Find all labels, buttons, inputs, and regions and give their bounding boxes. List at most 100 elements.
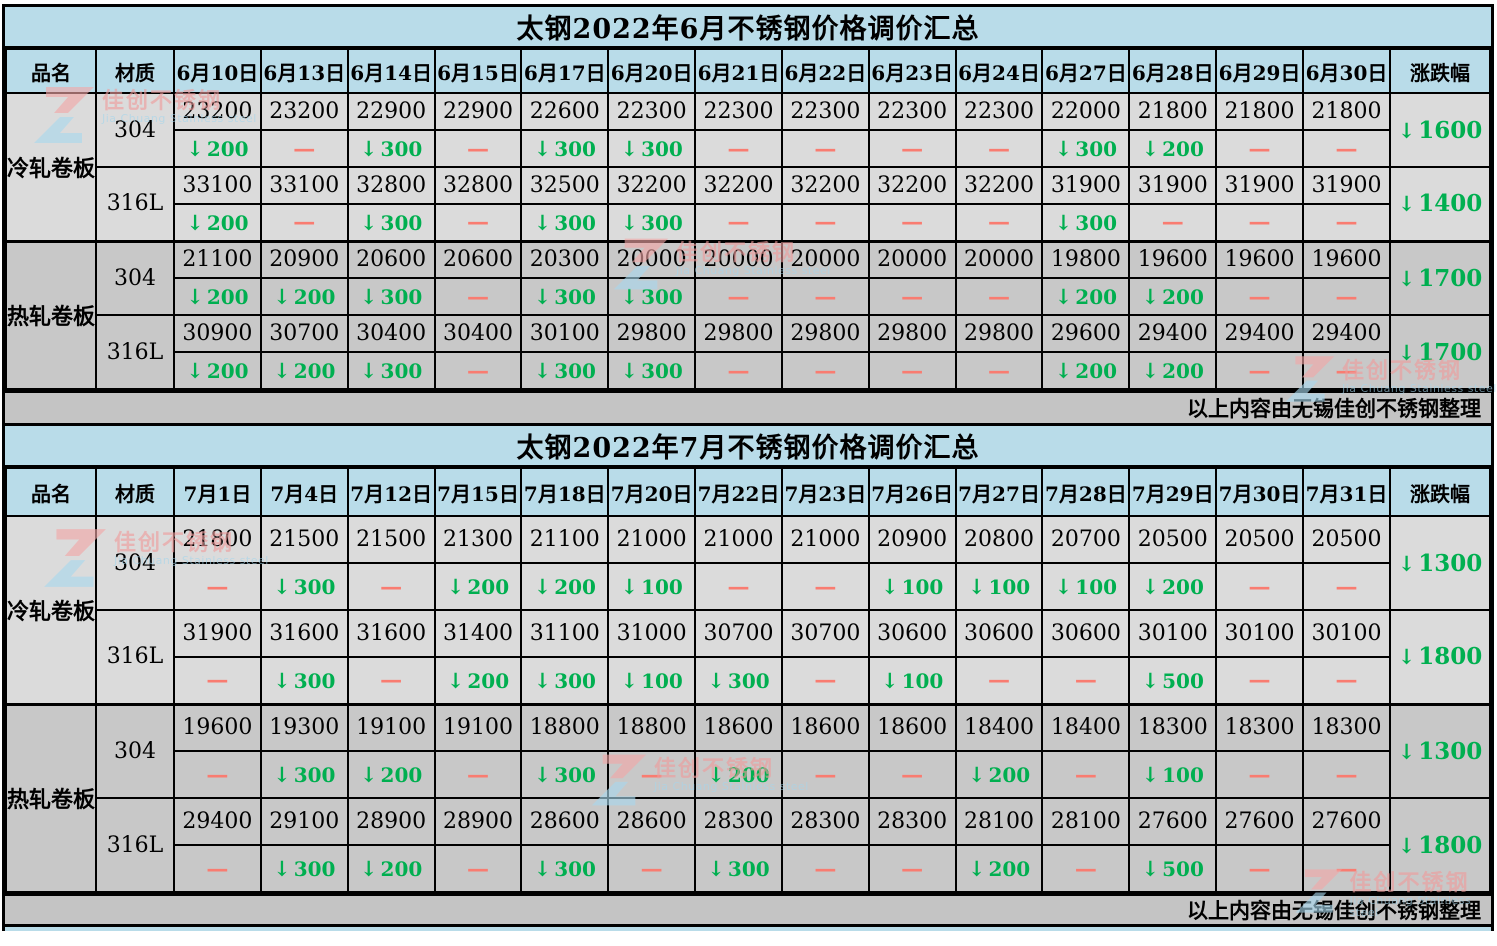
change-cell: ↓ 100	[607, 562, 697, 611]
change-cell: —	[259, 203, 349, 242]
change-cell: ↓ 300	[520, 129, 610, 168]
change-cell: —	[1301, 750, 1392, 799]
decrease-value: ↓ 300	[533, 209, 596, 235]
decrease-value: ↓ 100	[1141, 762, 1204, 787]
no-change-dash-icon: —	[901, 357, 924, 384]
product-name-cell: 热轧卷板	[5, 702, 97, 893]
change-cell: ↓ 500	[1128, 844, 1218, 893]
down-arrow-icon: ↓	[1054, 209, 1073, 235]
column-header: 7月18日	[520, 467, 610, 517]
decrease-value: ↓ 100	[1054, 574, 1118, 599]
price-cell: 29400	[1128, 314, 1218, 353]
change-cell: —	[1215, 129, 1304, 168]
down-arrow-icon: ↓	[359, 209, 378, 235]
down-arrow-icon: ↓	[1054, 284, 1073, 309]
change-cell: ↓ 200	[1128, 129, 1218, 168]
down-arrow-icon: ↓	[273, 358, 291, 383]
total-decrease-value: ↓ 1400	[1397, 190, 1483, 218]
column-header: 6月21日	[694, 48, 783, 94]
price-grid-table: 品名 材质 7月1日 7月4日 7月12日 7月15日 7月18日 7月20日 7月22日 7月2…	[5, 467, 1491, 893]
price-cell: 32200	[607, 166, 697, 205]
column-header: 7月27日	[954, 467, 1044, 517]
price-cell: 18800	[520, 702, 610, 752]
column-header: 品名	[5, 48, 97, 94]
down-arrow-icon: ↓	[620, 574, 639, 599]
down-arrow-icon: ↓	[273, 762, 291, 787]
price-cell: 31900	[1041, 166, 1131, 205]
down-arrow-icon: ↓	[533, 284, 552, 309]
change-cell: ↓ 300	[607, 351, 697, 390]
down-arrow-icon: ↓	[967, 762, 986, 787]
down-arrow-icon: ↓	[273, 667, 291, 693]
price-cell: 18300	[1301, 702, 1392, 752]
decrease-value: ↓ 100	[620, 574, 683, 599]
material-grade-cell: 316L	[95, 166, 175, 242]
down-arrow-icon: ↓	[273, 856, 291, 881]
down-arrow-icon: ↓	[1141, 574, 1160, 599]
change-cell: —	[1301, 203, 1392, 242]
change-cell: ↓ 200	[1128, 351, 1218, 390]
change-cell: ↓ 100	[607, 656, 697, 705]
material-grade-cell: 316L	[95, 609, 175, 705]
down-arrow-icon: ↓	[967, 574, 986, 599]
change-cell: —	[1301, 277, 1392, 316]
change-cell: ↓ 300	[607, 129, 697, 168]
change-cell: ↓ 200	[1041, 277, 1131, 316]
down-arrow-icon: ↓	[880, 667, 899, 693]
total-decrease-value: ↓ 1800	[1397, 643, 1483, 671]
no-change-dash-icon: —	[466, 209, 489, 236]
price-cell: 29800	[694, 314, 783, 353]
price-cell: 19600	[1128, 239, 1218, 279]
price-cell: 19100	[346, 702, 436, 752]
down-arrow-icon: ↓	[620, 667, 639, 693]
no-change-dash-icon: —	[466, 135, 489, 162]
change-cell: ↓ 200	[346, 844, 436, 893]
price-cell: 28600	[520, 797, 610, 846]
july-table-footer-note: 以上内容由无锡佳创不锈钢整理	[5, 893, 1491, 924]
total-change-cell: ↓ 1800	[1389, 797, 1491, 893]
decrease-value: ↓ 200	[1141, 136, 1204, 161]
change-cell: —	[867, 750, 957, 799]
down-arrow-icon: ↓	[707, 856, 725, 881]
down-arrow-icon: ↓	[186, 136, 204, 161]
price-cell: 30900	[173, 314, 262, 353]
decrease-value: ↓ 300	[533, 856, 596, 881]
total-decrease-value: ↓ 1300	[1397, 549, 1483, 577]
decrease-value: ↓ 300	[359, 136, 423, 161]
change-cell: ↓ 300	[346, 351, 436, 390]
no-change-dash-icon: —	[1248, 573, 1271, 600]
decrease-value: ↓ 200	[186, 358, 249, 383]
down-arrow-icon: ↓	[620, 358, 639, 383]
price-cell: 32200	[694, 166, 783, 205]
change-cell: ↓ 100	[1128, 750, 1218, 799]
price-cell: 32800	[346, 166, 436, 205]
no-change-dash-icon: —	[901, 855, 924, 882]
down-arrow-icon: ↓	[880, 574, 899, 599]
price-cell: 22900	[433, 92, 523, 131]
price-cell: 20800	[954, 515, 1044, 564]
no-change-dash-icon: —	[1248, 283, 1271, 310]
change-cell: —	[1215, 351, 1304, 390]
price-cell: 31000	[607, 609, 697, 658]
change-cell: ↓ 200	[1041, 351, 1131, 390]
price-cell: 31900	[173, 609, 262, 658]
column-header: 6月24日	[954, 48, 1044, 94]
total-change-cell: ↓ 1300	[1389, 702, 1491, 799]
decrease-value: ↓ 300	[359, 209, 423, 235]
july-table-title: 太钢2022年7月不锈钢价格调价汇总	[5, 423, 1491, 467]
no-change-dash-icon: —	[466, 855, 489, 882]
change-cell: ↓ 200	[259, 277, 349, 316]
change-cell: —	[173, 562, 262, 611]
down-arrow-icon: ↓	[1397, 191, 1416, 217]
decrease-value: ↓ 300	[620, 209, 683, 235]
down-arrow-icon: ↓	[273, 574, 291, 599]
price-cell: 22900	[346, 92, 436, 131]
column-header: 6月13日	[259, 48, 349, 94]
decrease-value: ↓ 500	[1141, 667, 1204, 693]
price-cell: 30600	[954, 609, 1044, 658]
change-cell: —	[1041, 750, 1131, 799]
change-cell: —	[1215, 656, 1304, 705]
down-arrow-icon: ↓	[533, 209, 552, 235]
column-header: 6月27日	[1041, 48, 1131, 94]
change-cell: —	[867, 129, 957, 168]
